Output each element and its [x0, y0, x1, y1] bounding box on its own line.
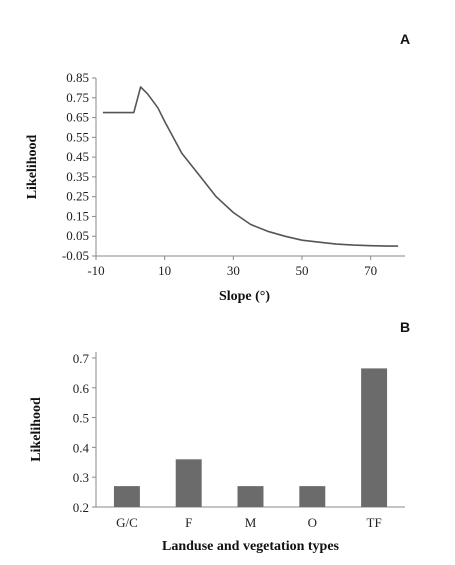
line-chart-y-ticks: -0.05 0.05 0.15 0.25 0.35 0.45 0.55 0.65 0.75 0.8…	[62, 70, 96, 263]
bar-chart-x-axis-title: Landuse and vegetation types	[162, 539, 340, 554]
y-tick-label: 0.6	[73, 381, 90, 396]
bar-chart-panel-b: B 0.2 0.3 0.4 0.5 0.6 0.7 G/C F M O TF Likelihood…	[29, 319, 410, 554]
y-tick-label: 0.2	[73, 500, 89, 515]
bar-chart-y-ticks: 0.2 0.3 0.4 0.5 0.6 0.7	[73, 351, 96, 515]
y-tick-label: -0.05	[62, 248, 89, 263]
likelihood-line	[102, 86, 399, 247]
y-tick-label: 0.35	[66, 169, 89, 184]
line-chart-y-axis-title: Likelihood	[25, 135, 40, 200]
y-tick-label: 0.25	[66, 189, 89, 204]
y-tick-label: 0.5	[73, 411, 89, 426]
bar-chart-bars	[113, 368, 388, 507]
x-tick-label: G/C	[116, 515, 138, 530]
line-chart-axes	[95, 78, 405, 257]
line-chart-x-axis-title: Slope (°)	[219, 289, 270, 304]
bar-chart-x-ticks: G/C F M O TF	[116, 515, 382, 530]
bar-chart-axes	[95, 352, 405, 508]
y-tick-label: 0.55	[66, 129, 89, 144]
y-tick-label: 0.45	[66, 149, 89, 164]
y-tick-label: 0.65	[66, 110, 89, 125]
line-chart-panel-a: A -0.05 0.05 0.15 0.25 0.35 0.45 0.55 0.65 0.75 0…	[25, 31, 410, 304]
x-tick-label: M	[245, 515, 257, 530]
x-tick-label: TF	[367, 515, 382, 530]
y-tick-label: 0.15	[66, 208, 89, 223]
x-tick-label: F	[185, 515, 192, 530]
panel-label-b: B	[400, 319, 410, 335]
bar-g-c	[113, 486, 140, 507]
bar-f	[175, 459, 202, 507]
bar-o	[299, 486, 326, 507]
y-tick-label: 0.85	[66, 70, 89, 85]
x-tick-label: 70	[364, 263, 377, 278]
line-chart-series	[102, 86, 399, 247]
panel-label-a: A	[400, 31, 410, 47]
y-tick-label: 0.05	[66, 228, 89, 243]
bar-m	[237, 486, 264, 507]
x-tick-label: 30	[227, 263, 240, 278]
line-chart-x-ticks: -10 10 30 50 70	[87, 256, 377, 278]
y-tick-label: 0.75	[66, 90, 89, 105]
bar-chart-y-axis-title: Likelihood	[29, 397, 44, 462]
x-tick-label: O	[308, 515, 317, 530]
x-tick-label: -10	[87, 263, 104, 278]
y-tick-label: 0.7	[73, 351, 90, 366]
y-tick-label: 0.4	[73, 440, 90, 455]
x-tick-label: 10	[158, 263, 171, 278]
y-tick-label: 0.3	[73, 470, 89, 485]
bar-tf	[361, 368, 388, 507]
x-tick-label: 50	[296, 263, 309, 278]
